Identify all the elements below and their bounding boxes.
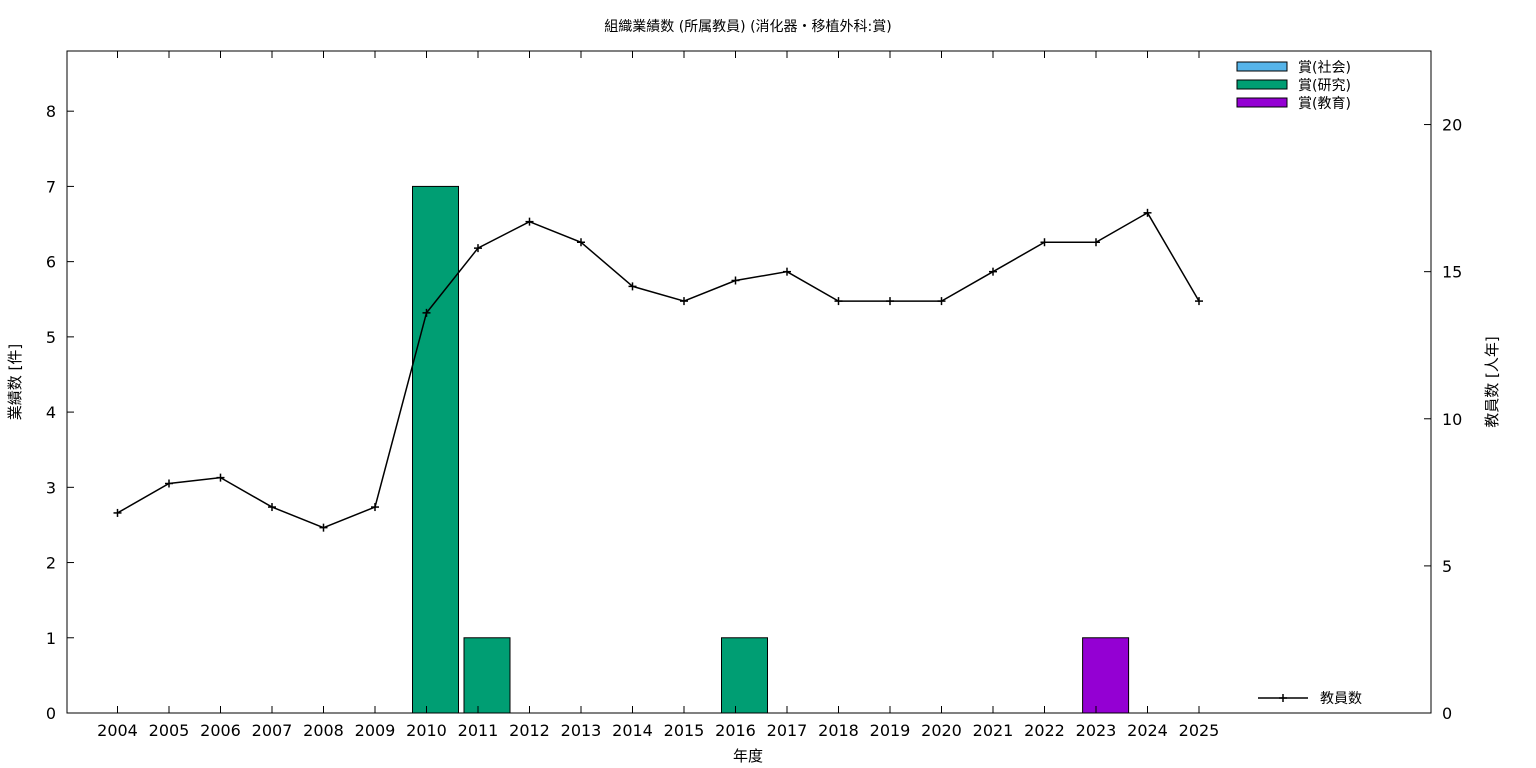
staff-line xyxy=(117,211,1200,529)
line-point-2010 xyxy=(422,308,431,317)
line-point-2023 xyxy=(1092,238,1100,247)
legend-swatch-賞(研究) xyxy=(1236,79,1288,90)
line-point-2008 xyxy=(319,523,328,532)
x-tick-label: 2017 xyxy=(767,721,808,740)
bar-賞(研究)-2016 xyxy=(721,637,768,714)
x-tick-label: 2016 xyxy=(715,721,756,740)
x-tick-label: 2024 xyxy=(1127,721,1168,740)
y-tick-label: 6 xyxy=(46,253,56,272)
line-point-2018 xyxy=(834,297,843,306)
line-point-2017 xyxy=(783,267,791,276)
bar-賞(研究)-2011 xyxy=(463,637,511,714)
bar-賞(教育)-2023 xyxy=(1082,637,1130,714)
y-axis-label: 業績数 [件] xyxy=(6,344,24,420)
line-point-2005 xyxy=(165,479,173,488)
legend-swatch-賞(社会) xyxy=(1236,61,1288,72)
legend-label-line: 教員数 xyxy=(1320,691,1362,707)
x-axis-label: 年度 xyxy=(733,747,763,765)
y2-tick-label: 0 xyxy=(1442,704,1452,723)
x-tick-label: 2019 xyxy=(870,721,911,740)
legend: 賞(社会) 賞(研究) 賞(教育) xyxy=(1236,60,1351,112)
x-tick-label: 2010 xyxy=(406,721,447,740)
y2-axis-label: 教員数 [人年] xyxy=(1483,336,1501,427)
plot-frame xyxy=(66,50,1432,714)
y2-tick-label: 5 xyxy=(1442,557,1452,576)
line-point-2021 xyxy=(989,267,997,276)
bar-賞(研究)-2010 xyxy=(412,185,459,714)
x-tick-label: 2004 xyxy=(97,721,138,740)
x-tick-label: 2005 xyxy=(149,721,190,740)
x-tick-label: 2020 xyxy=(921,721,962,740)
legend-label: 賞(社会) xyxy=(1298,60,1351,76)
x-tick-label: 2018 xyxy=(818,721,859,740)
line-point-2014 xyxy=(628,282,637,291)
line-point-2011 xyxy=(474,244,482,253)
line-point-2007 xyxy=(268,503,276,512)
line-point-2013 xyxy=(577,238,585,247)
line-legend: 教員数 xyxy=(1258,691,1362,707)
legend-label: 賞(教育) xyxy=(1298,96,1351,112)
axes-layer: 0 1 2 3 4 5 6 7 8 0 5 10 15 20 2004 2005 2006 2007 2008 200… xyxy=(46,51,1462,740)
x-tick-label: 2012 xyxy=(509,721,550,740)
x-tick-label: 2013 xyxy=(561,721,602,740)
y-tick-label: 8 xyxy=(46,102,56,121)
x-tick-label: 2025 xyxy=(1179,721,1220,740)
x-tick-label: 2008 xyxy=(303,721,344,740)
x-tick-label: 2015 xyxy=(664,721,705,740)
line-point-2025 xyxy=(1195,297,1203,306)
y-tick-label: 4 xyxy=(46,403,56,422)
legend-swatch-賞(教育) xyxy=(1236,97,1288,108)
x-tick-label: 2022 xyxy=(1024,721,1065,740)
chart-title: 組織業績数 (所属教員) (消化器・移植外科:賞) xyxy=(604,19,891,35)
y2-tick-label: 15 xyxy=(1442,263,1462,282)
y-tick-label: 0 xyxy=(46,704,56,723)
line-point-2006 xyxy=(216,473,225,482)
bars-layer xyxy=(412,185,1130,714)
line-layer xyxy=(113,208,1203,532)
line-point-2012 xyxy=(525,217,534,226)
line-point-2020 xyxy=(937,297,946,306)
line-point-2019 xyxy=(886,297,894,306)
line-point-2004 xyxy=(113,508,122,517)
x-tick-label: 2006 xyxy=(200,721,241,740)
line-point-2022 xyxy=(1040,238,1049,247)
x-tick-label: 2007 xyxy=(252,721,293,740)
line-point-2009 xyxy=(371,503,379,512)
y-tick-label: 1 xyxy=(46,629,56,648)
y-tick-label: 3 xyxy=(46,478,56,497)
line-point-2015 xyxy=(680,297,688,306)
y-tick-label: 5 xyxy=(46,328,56,347)
x-tick-label: 2023 xyxy=(1076,721,1117,740)
x-tick-label: 2021 xyxy=(973,721,1014,740)
y-tick-label: 7 xyxy=(46,177,56,196)
line-point-2024 xyxy=(1143,208,1152,217)
y2-tick-label: 20 xyxy=(1442,116,1462,135)
x-tick-label: 2009 xyxy=(355,721,396,740)
y2-tick-label: 10 xyxy=(1442,410,1462,429)
y-tick-label: 2 xyxy=(46,554,56,573)
x-tick-label: 2014 xyxy=(612,721,653,740)
line-point-2016 xyxy=(731,276,740,285)
x-tick-label: 2011 xyxy=(458,721,499,740)
legend-label: 賞(研究) xyxy=(1298,78,1351,94)
